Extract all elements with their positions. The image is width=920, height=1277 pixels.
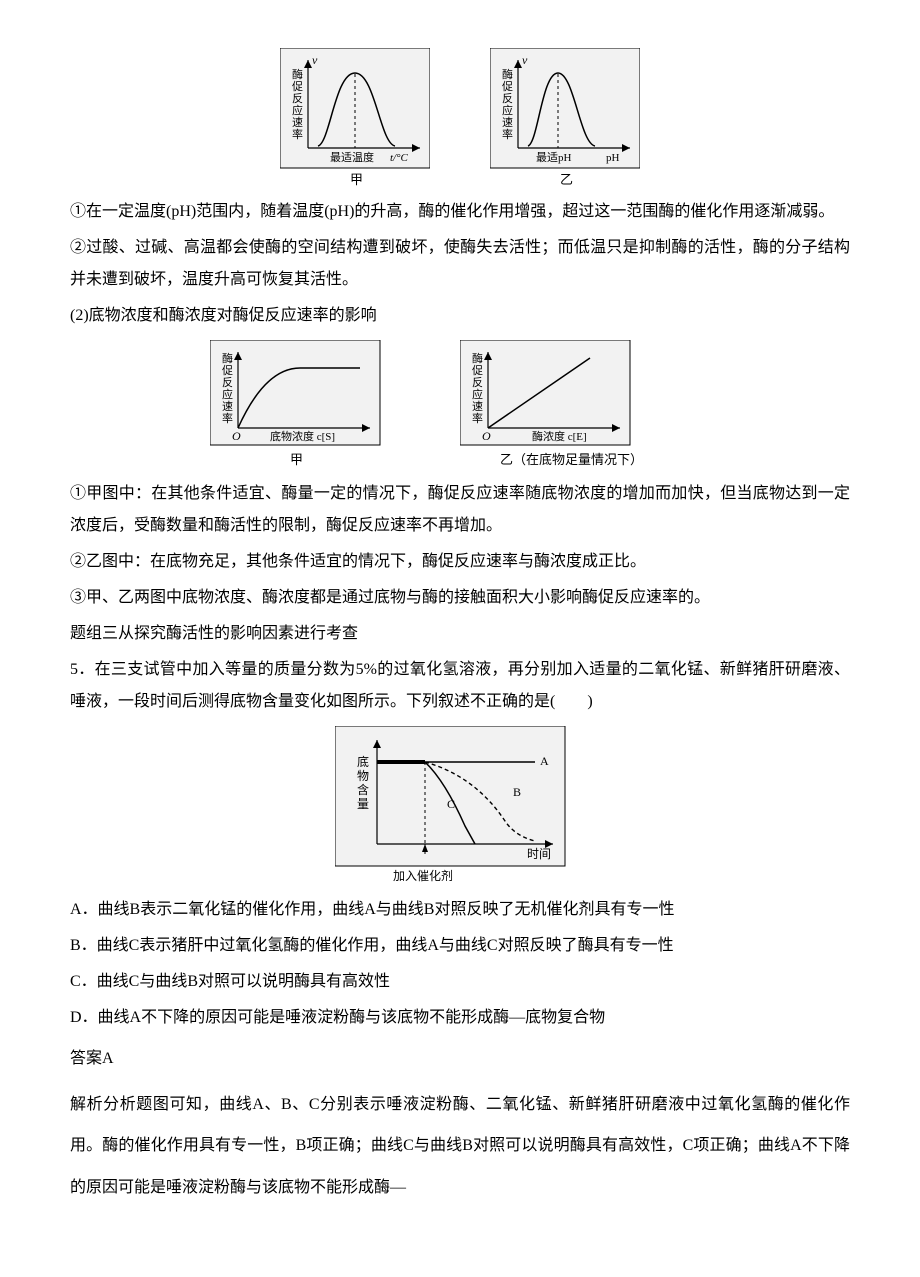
paragraph-2: ②过酸、过碱、高温都会使酶的空间结构遭到破坏，使酶失去活性；而低温只是抑制酶的活…: [70, 232, 850, 296]
question-5: 5．在三支试管中加入等量的质量分数为5%的过氧化氢溶液，再分别加入适量的二氧化锰…: [70, 654, 850, 718]
bell-right-ytop: v: [522, 53, 528, 67]
figure-bell-pair: 酶 促 反 应 速 率 v 最适温度 t/°C 甲: [70, 48, 850, 188]
paragraph-4: ②乙图中：在底物充足，其他条件适宜的情况下，酶促反应速率与酶浓度成正比。: [70, 546, 850, 578]
figure-q5: A B C 底物含量 时间 加入催化剂: [70, 726, 850, 886]
q5-label-b: B: [513, 785, 521, 799]
heading-2: (2)底物浓度和酶浓度对酶促反应速率的影响: [70, 300, 850, 332]
q5-label-c: C: [447, 797, 455, 811]
figure-rate-substrate: 酶促反应速率 O 底物浓度 c[S] 甲: [210, 340, 400, 470]
bell-left-ytop: v: [312, 53, 318, 67]
rate-left-label: 甲: [290, 452, 303, 467]
bell-right-xlabel: pH: [606, 152, 620, 164]
q5-label-a: A: [540, 754, 549, 768]
paragraph-5: ③甲、乙两图中底物浓度、酶浓度都是通过底物与酶的接触面积大小影响酶促反应速率的。: [70, 582, 850, 614]
rate-left-ylabel: 酶促反应速率: [222, 352, 233, 425]
figure-rate-pair: 酶促反应速率 O 底物浓度 c[S] 甲 酶促反应速率 O 酶浓度 c[: [70, 340, 850, 470]
figure-bell-temp: 酶 促 反 应 速 率 v 最适温度 t/°C 甲: [280, 48, 430, 188]
rate-left-origin: O: [232, 429, 241, 443]
page: 酶 促 反 应 速 率 v 最适温度 t/°C 甲: [0, 0, 920, 1252]
answer: 答案A: [70, 1038, 850, 1080]
explanation: 解析分析题图可知，曲线A、B、C分别表示唾液淀粉酶、二氧化锰、新鲜猪肝研磨液中过…: [70, 1084, 850, 1209]
q5-xlabel: 时间: [527, 847, 551, 861]
bell-left-xlabel: t/°C: [390, 152, 409, 164]
paragraph-1: ①在一定温度(pH)范围内，随着温度(pH)的升高，酶的催化作用增强，超过这一范…: [70, 196, 850, 228]
option-a: A．曲线B表示二氧化锰的催化作用，曲线A与曲线B对照反映了无机催化剂具有专一性: [70, 894, 850, 926]
rate-right-label: 乙（在底物足量情况下）: [500, 452, 643, 467]
rate-right-xlabel: 酶浓度 c[E]: [532, 429, 587, 443]
rate-right-ylabel: 酶促反应速率: [472, 352, 483, 425]
heading-3: 题组三从探究酶活性的影响因素进行考查: [70, 618, 850, 650]
q5-ylabel: 底物含量: [357, 754, 369, 811]
option-b: B．曲线C表示猪肝中过氧化氢酶的催化作用，曲线A与曲线C对照反映了酶具有专一性: [70, 930, 850, 962]
rate-left-xlabel: 底物浓度 c[S]: [270, 429, 335, 443]
bell-right-label: 乙: [560, 172, 573, 187]
bell-right-xtick: 最适pH: [536, 151, 571, 164]
rate-right-origin: O: [482, 429, 491, 443]
figure-rate-enzyme: 酶促反应速率 O 酶浓度 c[E] 乙（在底物足量情况下）: [460, 340, 710, 470]
bell-left-xtick: 最适温度: [330, 150, 374, 164]
option-c: C．曲线C与曲线B对照可以说明酶具有高效性: [70, 966, 850, 998]
bell-left-label: 甲: [350, 172, 363, 187]
paragraph-3: ①甲图中：在其他条件适宜、酶量一定的情况下，酶促反应速率随底物浓度的增加而加快，…: [70, 478, 850, 542]
q5-xtick: 加入催化剂: [393, 868, 453, 883]
option-d: D．曲线A不下降的原因可能是唾液淀粉酶与该底物不能形成酶—底物复合物: [70, 1002, 850, 1034]
figure-bell-ph: 酶 促 反 应 速 率 v 最适pH pH 乙: [490, 48, 640, 188]
